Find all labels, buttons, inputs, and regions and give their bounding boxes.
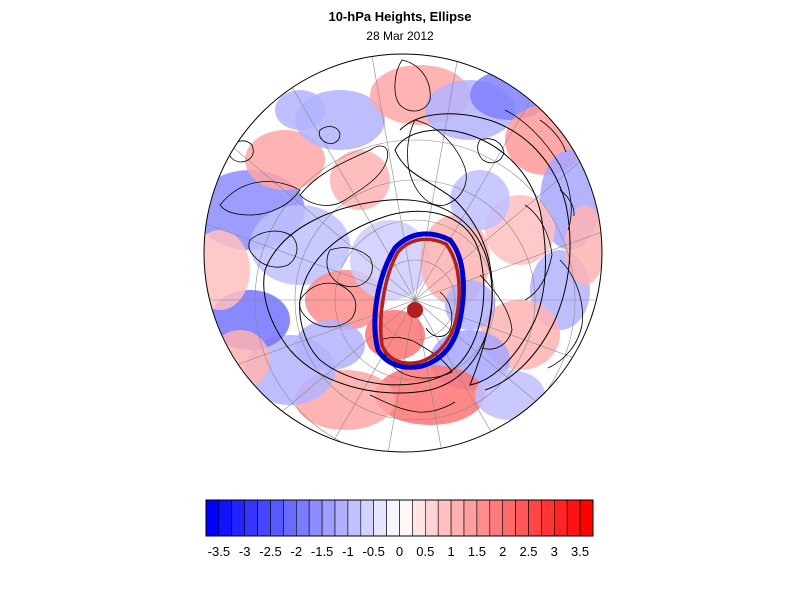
colorbar-bin — [373, 499, 387, 537]
colorbar-bin — [257, 499, 271, 537]
colorbar-tick-label: 1 — [447, 544, 454, 559]
colorbar-bin — [489, 499, 503, 537]
meridian-line — [254, 299, 416, 452]
map-title: 10-hPa Heights, Ellipse — [328, 9, 472, 24]
colorbar-tick-label: 2 — [499, 544, 506, 559]
colorbar-bin — [295, 499, 310, 537]
vortex-centroid — [407, 302, 423, 318]
colorbar-bin — [360, 499, 374, 537]
colorbar-tick-label: -3 — [239, 544, 251, 559]
anomaly-patch — [475, 370, 545, 420]
colorbar-bin — [399, 499, 413, 537]
colorbar-bin — [308, 499, 323, 537]
colorbar-bin — [541, 499, 555, 537]
colorbar-bin — [553, 499, 568, 537]
colorbar-tick-label: 1.5 — [468, 544, 486, 559]
colorbar-tick-label: -0.5 — [362, 544, 384, 559]
meridian-line — [414, 299, 471, 452]
colorbar-frame — [205, 499, 594, 537]
anomaly-patch — [295, 320, 365, 370]
colorbar-bin — [205, 499, 220, 537]
anomaly-patch — [275, 90, 325, 130]
globe-outline — [203, 53, 603, 453]
anomaly-patch — [565, 205, 602, 285]
colorbar-bin — [321, 499, 336, 537]
colorbar-bin — [463, 499, 478, 537]
colorbar-tick-label: 0 — [396, 544, 403, 559]
colorbar-tick-label: 2.5 — [519, 544, 537, 559]
colorbar-bin — [412, 499, 426, 537]
anomaly-patch — [330, 150, 390, 210]
meridian-line — [204, 190, 416, 301]
colorbar-tick-label: -1 — [342, 544, 354, 559]
vortex-ellipse — [372, 231, 466, 370]
colorbar-labels: -3.5 -3 -2.5 -2 -1.5 -1 -0.5 0 0.5 1 1.5 2 2.5 3 3.5 — [208, 544, 589, 559]
colorbar-bin — [437, 499, 452, 537]
colorbar-tick-label: 0.5 — [416, 544, 434, 559]
colorbar-bin — [218, 499, 233, 537]
colorbar-tick-label: -3.5 — [208, 544, 230, 559]
colorbar-bin — [528, 499, 542, 537]
meridian-line — [414, 299, 602, 410]
colorbar-bin — [450, 499, 465, 537]
map-date: 28 Mar 2012 — [366, 29, 434, 43]
colorbar-bin — [386, 499, 400, 537]
meridian-line — [204, 299, 416, 410]
colorbar-bin — [347, 499, 362, 537]
colorbar-bin — [244, 499, 258, 537]
colorbar-bin — [334, 499, 349, 537]
colorbar-bin — [579, 499, 594, 537]
meridian-line — [359, 54, 416, 301]
anomaly-patch — [375, 365, 485, 425]
colorbar-bin — [566, 499, 581, 537]
colorbar-tick-label: -2 — [291, 544, 303, 559]
colorbar-bin — [270, 499, 284, 537]
colorbar-tick-label: -1.5 — [311, 544, 333, 559]
meridian-line — [414, 54, 471, 301]
colorbar-tick-label: 3.5 — [571, 544, 589, 559]
colorbar-bin — [476, 499, 491, 537]
colorbar-bin — [231, 499, 246, 537]
colorbar-bin — [424, 499, 439, 537]
anomaly-patch — [250, 205, 350, 285]
colorbar-tick-label: 3 — [551, 544, 558, 559]
colorbar-tick-label: -2.5 — [259, 544, 281, 559]
meridian-line — [359, 299, 416, 452]
coastlines — [219, 59, 583, 413]
colorbar-bins — [205, 499, 594, 537]
anomaly-patch — [245, 130, 325, 190]
colorbar-bin — [283, 499, 297, 537]
geopotential-height-contours — [263, 113, 571, 394]
colorbar-bin — [515, 499, 529, 537]
colorbar-bin — [502, 499, 516, 537]
